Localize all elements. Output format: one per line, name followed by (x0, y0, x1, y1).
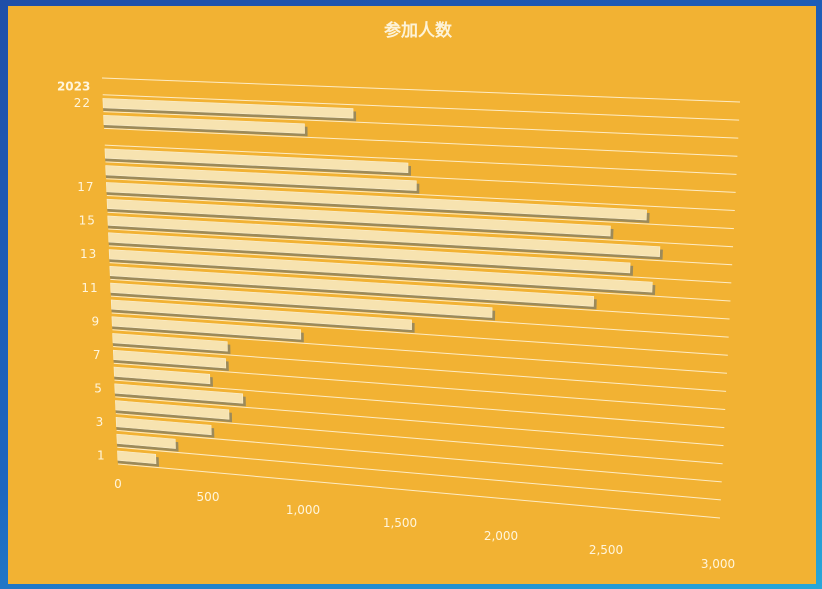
grid-line (113, 362, 726, 410)
grid-line (117, 463, 721, 519)
grid-line (107, 211, 734, 248)
grid-line (113, 346, 727, 392)
x-tick-label: 500 (197, 490, 220, 504)
x-axis-ticks: 0 500 1,000 1,500 2,000 2,500 3,000 (114, 477, 735, 571)
grid-line (101, 77, 741, 103)
grid-line (103, 111, 739, 139)
grid-line (104, 144, 737, 175)
grid-line (112, 329, 727, 374)
grid-line (105, 161, 736, 193)
y-tick-label: 2023 (57, 79, 90, 93)
bar-21 (103, 114, 305, 134)
bar-5 (114, 383, 244, 404)
x-tick-label: 0 (114, 477, 122, 491)
grid-line (117, 446, 721, 501)
y-tick-label: 9 (91, 314, 100, 328)
y-tick-label: 11 (81, 281, 98, 295)
bar-17 (106, 182, 647, 221)
bar-14 (108, 232, 631, 274)
bar-19 (104, 148, 409, 174)
grid-line (111, 312, 728, 356)
y-tick-label: 22 (74, 96, 91, 110)
bar-9 (111, 316, 302, 340)
grid-line (108, 245, 732, 284)
bar-6 (113, 366, 211, 385)
x-tick-label: 1,500 (383, 516, 417, 530)
bar-chart: 参加人数 2023 22 17 15 13 11 9 7 5 3 1 0 500 1,000 1,500 2… (57, 20, 741, 571)
grid-line (104, 127, 738, 157)
y-tick-label: 17 (77, 180, 94, 194)
grid-line (115, 396, 724, 447)
bar-13 (108, 249, 653, 293)
bar-4 (115, 400, 230, 420)
grid-line (108, 228, 733, 266)
bar-7 (112, 349, 227, 369)
x-tick-label: 3,000 (701, 557, 735, 571)
bar-8 (112, 333, 228, 352)
x-tick-label: 2,000 (484, 529, 518, 543)
x-tick-label: 1,000 (286, 503, 320, 517)
y-axis-ticks: 2023 22 17 15 13 11 9 7 5 3 1 (57, 79, 106, 463)
grid-line (116, 429, 722, 483)
chart-title: 参加人数 (384, 20, 453, 41)
bars (102, 98, 663, 467)
grid-line (109, 262, 731, 302)
y-tick-label: 13 (80, 247, 97, 261)
bar-10 (110, 299, 412, 331)
y-tick-label: 7 (93, 348, 102, 362)
bar-3 (115, 417, 212, 436)
bar-18 (105, 165, 417, 191)
grid-lines (101, 77, 741, 519)
bar-22 (102, 98, 354, 119)
y-tick-label: 3 (96, 415, 105, 429)
y-tick-label: 1 (97, 449, 106, 463)
bar-2 (116, 433, 176, 449)
chart-area: 参加人数 2023 22 17 15 13 11 9 7 5 3 1 0 500 1,000 1,500 2… (8, 6, 816, 584)
grid-line (111, 295, 729, 338)
grid-line (110, 278, 730, 320)
bar-15 (107, 215, 661, 257)
y-tick-label: 15 (79, 214, 96, 228)
y-tick-label: 5 (94, 381, 103, 395)
grid-line (106, 194, 734, 230)
x-tick-label: 2,500 (589, 543, 623, 557)
grid-line (106, 178, 735, 212)
bar-12 (109, 265, 595, 307)
bar-1 (117, 450, 157, 465)
bar-16 (106, 198, 611, 237)
grid-line (102, 94, 740, 121)
grid-line (115, 413, 723, 465)
grid-line (114, 379, 725, 429)
bar-11 (110, 282, 493, 318)
